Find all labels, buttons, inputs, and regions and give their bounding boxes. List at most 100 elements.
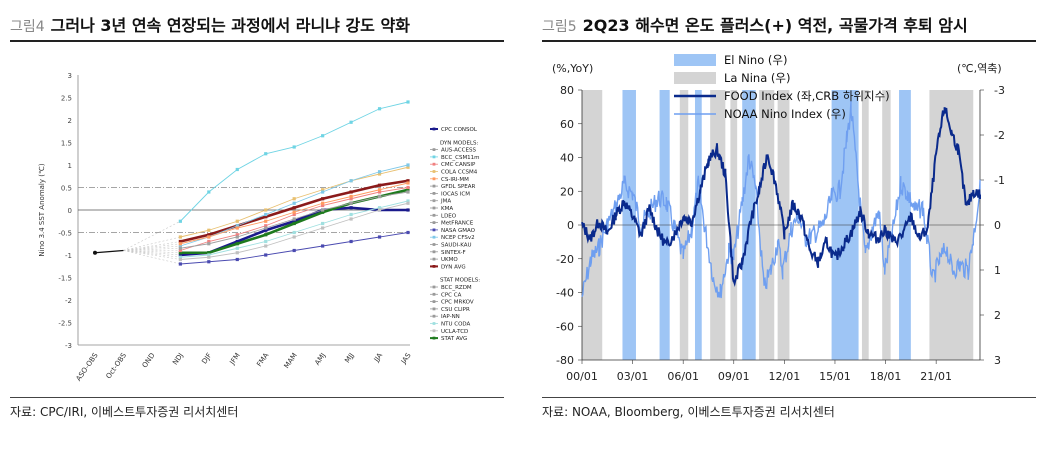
y-axis-title: Nino 3.4 SST Anomaly (℃): [38, 163, 46, 256]
legend-heading: STAT MODELS:: [440, 278, 480, 284]
series-marker: [264, 215, 268, 219]
legend-marker: [432, 257, 436, 261]
legend-marker: [432, 314, 436, 318]
left-y-tick-label: -60: [556, 320, 574, 333]
series-marker: [207, 251, 211, 255]
legend-label: NOAA Nino Index (우): [724, 107, 846, 121]
legend-marker: [432, 235, 436, 239]
legend-label: KMA: [441, 206, 453, 212]
x-tick-label: 12/01: [769, 370, 801, 383]
legend-label: El Nino (우): [724, 53, 787, 67]
legend-label: FOOD Index (좌,CRB 하위지수): [724, 89, 890, 103]
series-marker: [321, 201, 325, 205]
x-tick-label: MJJ: [343, 352, 355, 365]
series-marker: [406, 179, 410, 183]
series-marker: [178, 219, 182, 223]
series-marker: [235, 167, 239, 172]
series-marker: [321, 221, 325, 226]
series-marker: [178, 235, 182, 239]
left-axis-unit: (%,YoY): [552, 62, 593, 75]
series-marker: [349, 206, 353, 210]
series-marker: [235, 246, 239, 250]
x-tick-label: MAM: [283, 352, 299, 370]
right-y-tick-label: 1: [994, 264, 1001, 277]
observed-line: [94, 249, 124, 254]
series-marker: [178, 242, 182, 246]
series-marker: [349, 239, 353, 244]
right-y-tick-label: -1: [994, 174, 1005, 187]
series-line: [180, 200, 409, 258]
series-marker: [321, 203, 325, 208]
legend-marker: [432, 162, 436, 166]
legend-marker: [432, 213, 436, 217]
left-figure-panel: 그림4 그러나 3년 연속 연장되는 과정에서 라니냐 강도 약화 3 2.5 2 1.…: [0, 0, 512, 452]
series-marker: [321, 208, 325, 212]
right-figure-panel: 그림5 2Q23 해수면 온도 플러스(+) 역전, 곡물가격 후퇴 암시 80 6…: [532, 0, 1044, 452]
legend-marker: [432, 300, 436, 303]
series-marker: [292, 212, 296, 217]
legend-marker: [432, 170, 436, 173]
series-marker: [235, 251, 239, 255]
series-marker: [406, 208, 410, 212]
series-marker: [207, 239, 211, 244]
left-title-text: 그러나 3년 연속 연장되는 과정에서 라니냐 강도 약화: [50, 16, 410, 35]
series-marker: [377, 172, 382, 176]
legend-label: SINTEX-F: [441, 250, 466, 256]
series-marker: [377, 188, 382, 192]
legend-label: CSU CLIPR: [441, 307, 470, 313]
fan-line: [123, 250, 181, 265]
series-marker: [178, 248, 182, 253]
x-tick-label: OND: [141, 352, 157, 370]
legend-label: BCC_CSM11m: [441, 155, 480, 161]
x-tick-label: Oct-OBS: [105, 351, 129, 380]
series-marker: [321, 197, 325, 201]
legend-marker: [432, 177, 436, 181]
series-marker: [207, 253, 211, 257]
x-tick-label: 15/01: [819, 370, 851, 383]
legend-marker: [432, 192, 436, 195]
fan-line: [123, 250, 181, 260]
legend-label: AUS-ACCESS: [441, 148, 476, 154]
y-tick-label: -0.5: [58, 230, 72, 238]
x-tick-label: JAS: [399, 351, 413, 366]
legend-marker: [432, 285, 436, 289]
series-marker: [264, 228, 268, 232]
series-marker: [406, 185, 410, 190]
x-tick-label: 00/01: [566, 370, 598, 383]
legend-marker: [432, 292, 436, 296]
series-marker: [321, 210, 325, 214]
right-source-rule: [542, 397, 1036, 398]
legend-marker: [432, 199, 436, 203]
series-marker: [377, 170, 382, 174]
series-marker: [321, 244, 325, 248]
series-marker: [377, 194, 382, 199]
legend-marker: [432, 307, 436, 311]
left-source-note: 자료: CPC/IRI, 이베스트투자증권 리서치센터: [10, 405, 239, 419]
series-marker: [235, 233, 239, 237]
series-marker: [292, 201, 296, 205]
legend-swatch: [674, 54, 716, 66]
left-figure-title: 그림4 그러나 3년 연속 연장되는 과정에서 라니냐 강도 약화: [10, 12, 410, 36]
series-marker: [235, 257, 239, 262]
legend-marker: [432, 221, 436, 224]
y-tick-label: 1.5: [61, 140, 72, 148]
series-marker: [377, 183, 382, 187]
series-marker: [349, 197, 353, 201]
right-y-tick-label: 2: [994, 309, 1001, 322]
series-marker: [264, 219, 268, 223]
series-marker: [235, 239, 239, 244]
legend-label: CMC CANSIP: [441, 162, 476, 168]
series-marker: [264, 244, 268, 248]
legend-label: JMA: [440, 199, 451, 205]
x-tick-label: JFM: [228, 352, 242, 367]
series-marker: [349, 217, 353, 221]
fan-line: [123, 236, 181, 251]
legend-label: STAT AVG: [441, 336, 467, 342]
x-tick-label: 03/01: [617, 370, 649, 383]
x-tick-label: ASO-OBS: [75, 351, 100, 382]
series-marker: [178, 251, 182, 255]
series-marker: [292, 145, 296, 149]
left-y-tick-label: 20: [560, 185, 574, 198]
legend-marker: [432, 155, 436, 159]
series-marker: [264, 253, 268, 257]
